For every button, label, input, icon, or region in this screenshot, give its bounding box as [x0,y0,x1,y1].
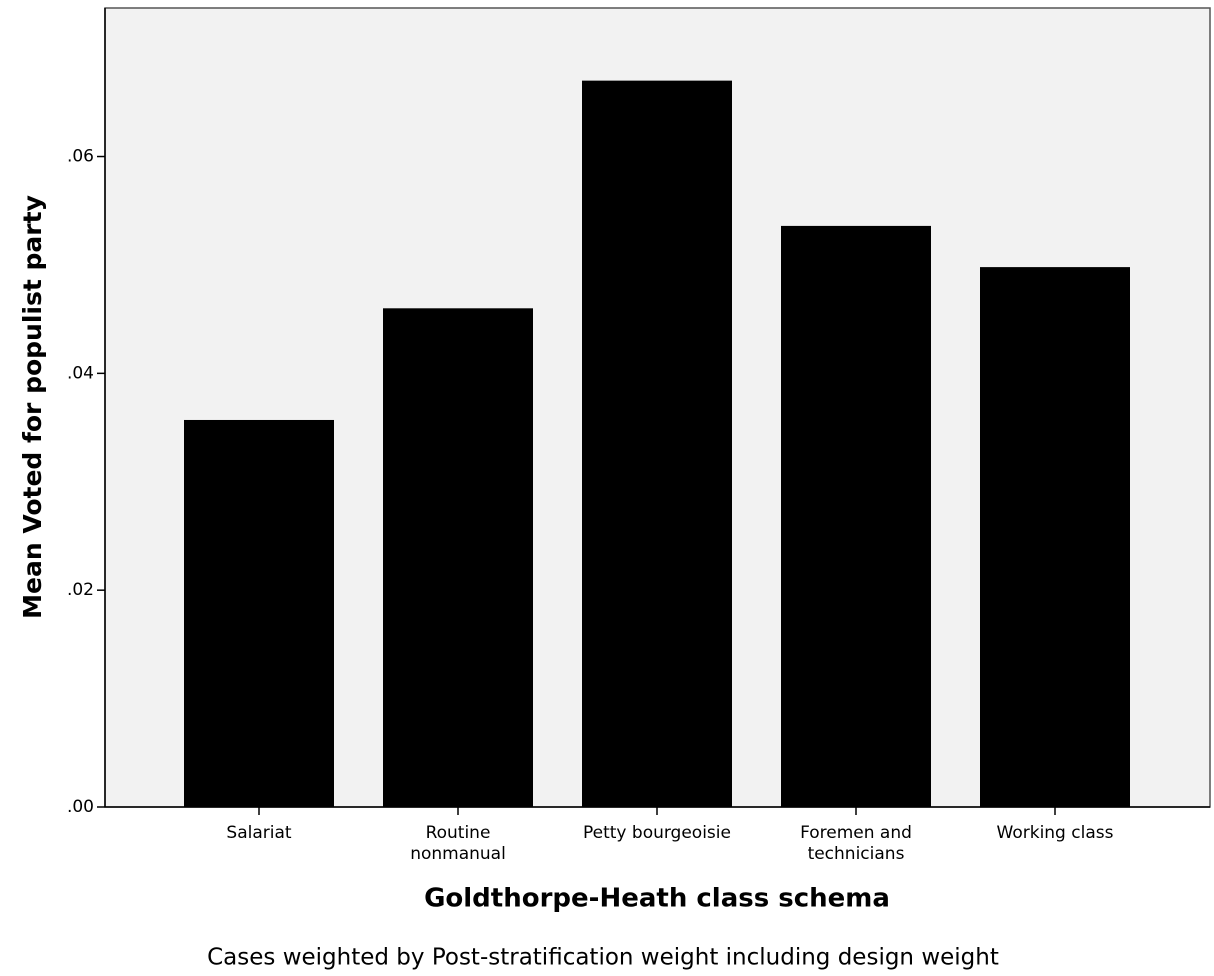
y-tick-label: .04 [67,363,94,383]
bar [184,419,334,807]
y-tick-label: .02 [67,580,94,600]
bar [383,308,533,807]
x-tick-label: Petty bourgeoisie [583,823,731,843]
y-tick-label: .06 [67,147,94,167]
bar [781,225,931,808]
x-tick-label: Salariat [226,823,292,843]
y-axis-title: Mean Voted for populist party [18,195,47,619]
x-tick-label: Working class [996,823,1114,843]
y-tick-label: .00 [67,797,94,817]
bar [582,80,732,808]
x-axis-title: Goldthorpe-Heath class schema [424,884,890,914]
bar [980,267,1130,807]
x-tick-label: Routine nonmanual [410,823,506,864]
x-tick-label: Foremen and technicians [800,823,912,864]
footnote: Cases weighted by Post-stratification we… [207,945,999,971]
